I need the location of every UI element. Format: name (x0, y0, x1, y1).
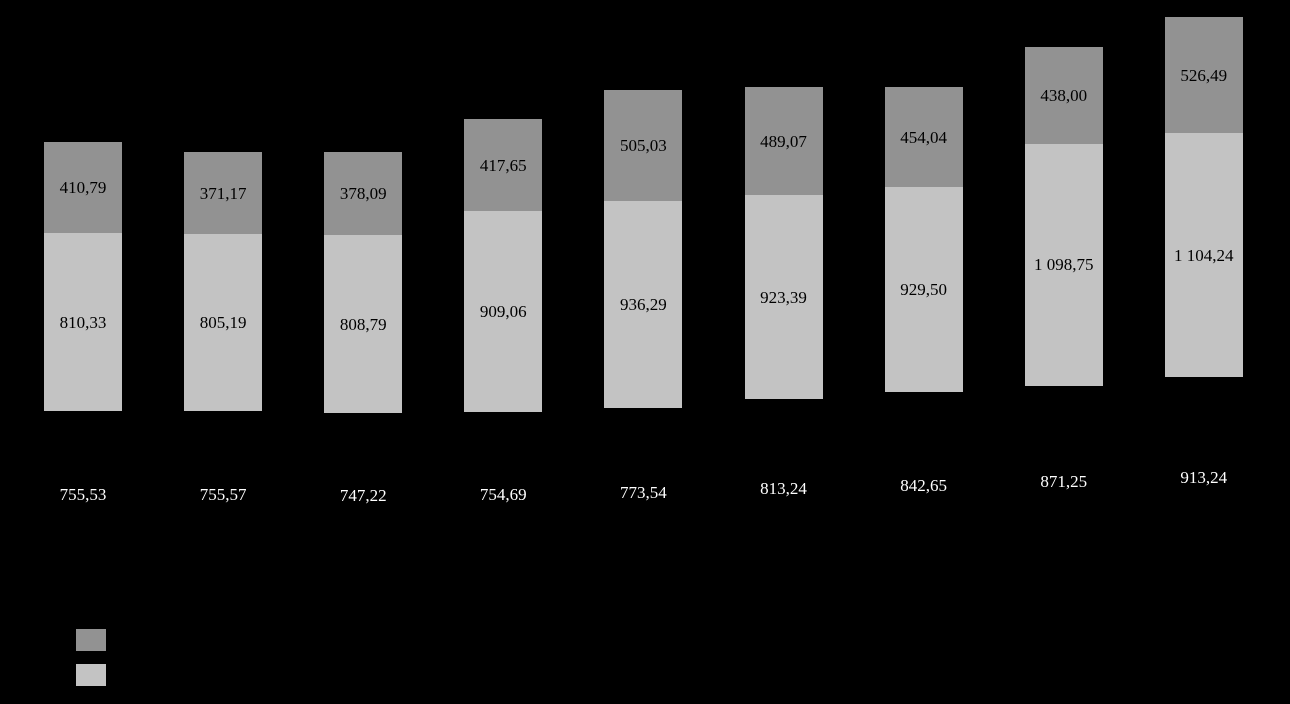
bar-segment-middle-series: 808,79 (324, 235, 403, 414)
top-series-swatch-icon (76, 629, 106, 651)
bar-segment-middle-series: 810,33 (44, 232, 122, 412)
segment-value-label: 913,24 (1180, 467, 1228, 487)
bar-segment-base-series: 913,24 (1164, 376, 1243, 578)
segment-value-label: 805,19 (199, 313, 247, 333)
segment-value-label: 1 104,24 (1174, 245, 1234, 265)
bar-segment-middle-series: 805,19 (184, 234, 263, 412)
bar-segment-base-series: 871,25 (1024, 385, 1103, 578)
bar-segment-top-series: 454,04 (884, 87, 963, 188)
bar-segment-top-series: 438,00 (1024, 47, 1103, 144)
segment-value-label: 371,17 (199, 183, 247, 203)
bar-segment-middle-series: 1 098,75 (1024, 143, 1103, 386)
segment-value-label: 410,79 (59, 178, 107, 198)
segment-value-label: 773,54 (620, 483, 667, 503)
legend-item-middle-series (76, 664, 106, 686)
segment-value-label: 454,04 (900, 127, 947, 147)
bar-segment-base-series: 842,65 (884, 392, 963, 578)
bar-segment-top-series: 417,65 (464, 119, 543, 212)
bar-segment-top-series: 526,49 (1164, 17, 1243, 134)
segment-value-label: 755,57 (199, 485, 247, 505)
segment-value-label: 378,09 (339, 183, 387, 203)
segment-value-label: 755,53 (59, 485, 107, 505)
segment-value-label: 813,24 (760, 478, 807, 498)
bar-segment-middle-series: 936,29 (604, 201, 683, 408)
bar: 526,49 1 104,24 913,24 (1164, 17, 1243, 578)
bar-segment-base-series: 813,24 (744, 398, 823, 578)
bar-segment-base-series: 773,54 (604, 407, 683, 578)
bar-segment-base-series: 755,57 (184, 411, 263, 578)
segment-value-label: 923,39 (760, 287, 807, 307)
bar-segment-top-series: 378,09 (324, 151, 403, 236)
bar-segment-base-series: 755,53 (44, 411, 122, 578)
segment-value-label: 438,00 (1040, 86, 1088, 106)
bar-segment-top-series: 505,03 (604, 89, 683, 202)
bars-container: 410,79 810,33 755,53 371,17 805,19 755,57 378,… (44, 17, 1243, 578)
bar: 438,00 1 098,75 871,25 (1024, 47, 1103, 578)
segment-value-label: 810,33 (59, 312, 107, 332)
bar-segment-base-series: 754,69 (464, 411, 543, 578)
legend (76, 629, 106, 699)
bar: 489,07 923,39 813,24 (744, 87, 823, 578)
middle-series-swatch-icon (76, 664, 106, 686)
segment-value-label: 929,50 (900, 280, 947, 300)
bar: 371,17 805,19 755,57 (184, 152, 263, 578)
bar: 410,79 810,33 755,53 (44, 142, 122, 578)
bar-segment-middle-series: 909,06 (464, 211, 543, 412)
segment-value-label: 871,25 (1040, 472, 1088, 492)
bar-segment-middle-series: 1 104,24 (1164, 133, 1243, 377)
bar-segment-top-series: 371,17 (184, 152, 263, 235)
legend-item-top-series (76, 629, 106, 651)
bar-segment-top-series: 489,07 (744, 87, 823, 196)
segment-value-label: 489,07 (760, 131, 807, 151)
segment-value-label: 754,69 (479, 485, 527, 505)
segment-value-label: 526,49 (1180, 65, 1228, 85)
segment-value-label: 1 098,75 (1033, 255, 1094, 275)
segment-value-label: 936,29 (620, 294, 667, 314)
bar-segment-middle-series: 923,39 (744, 195, 823, 399)
bar-segment-middle-series: 929,50 (884, 187, 963, 393)
bar-segment-top-series: 410,79 (44, 142, 122, 233)
segment-value-label: 808,79 (339, 314, 387, 334)
segment-value-label: 909,06 (479, 302, 527, 321)
bar: 505,03 936,29 773,54 (604, 89, 683, 578)
bar: 454,04 929,50 842,65 (884, 87, 963, 578)
segment-value-label: 842,65 (900, 475, 947, 495)
bar: 417,65 909,06 754,69 (464, 119, 543, 578)
segment-value-label: 417,65 (479, 155, 527, 175)
bar: 378,09 808,79 747,22 (324, 151, 403, 578)
bar-segment-base-series: 747,22 (324, 413, 403, 578)
segment-value-label: 747,22 (339, 486, 387, 506)
segment-value-label: 505,03 (620, 136, 667, 156)
